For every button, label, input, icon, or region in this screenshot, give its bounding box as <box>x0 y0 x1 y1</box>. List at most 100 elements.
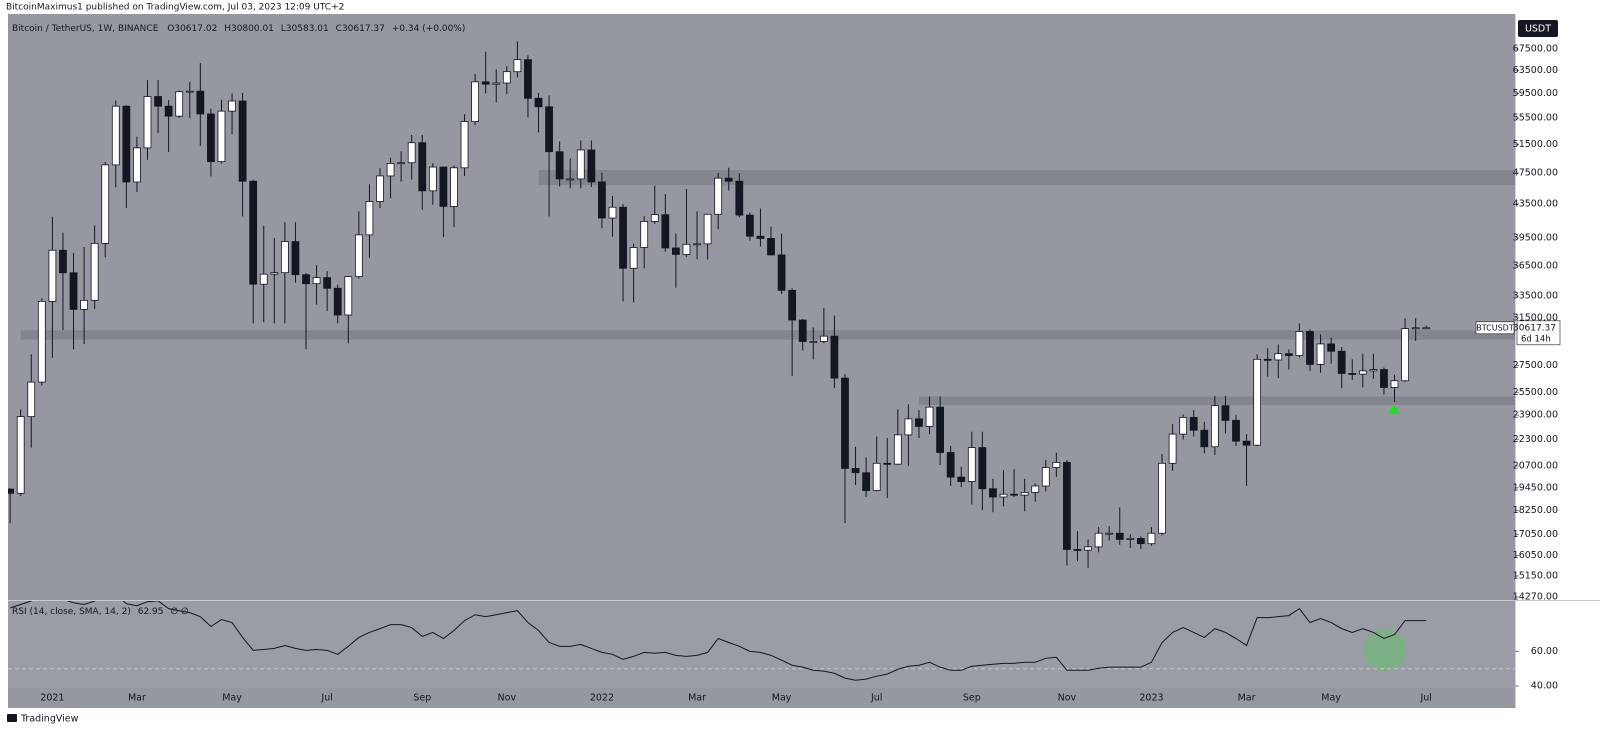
candle-down <box>946 452 955 478</box>
candle-up <box>217 110 226 163</box>
candle-down <box>69 272 78 310</box>
y-tick-label: 22300.00 <box>1513 434 1558 445</box>
candle-up <box>650 214 659 222</box>
candle-down <box>1348 373 1357 375</box>
candle-up <box>513 59 522 73</box>
candle-up <box>925 406 934 427</box>
candle-down <box>1263 358 1272 361</box>
candle-up <box>714 177 723 215</box>
candle-up <box>1168 433 1177 464</box>
legend-key: C <box>336 24 342 34</box>
legend-change: +0.34 (+0.00%) <box>392 24 466 34</box>
candle-down <box>481 81 490 85</box>
candle-down <box>1073 549 1082 551</box>
rsi-value: 62.95 <box>138 607 164 617</box>
candle-down <box>238 100 247 182</box>
candle-down <box>1200 429 1209 448</box>
symbol-tag <box>1475 321 1515 335</box>
candle-up <box>48 249 57 302</box>
zone <box>918 396 1515 405</box>
candle-up <box>1316 343 1325 365</box>
y-tick-label: 17050.00 <box>1513 529 1558 540</box>
candle-up <box>502 71 511 84</box>
candle-up <box>376 175 384 202</box>
candle-up <box>471 81 479 122</box>
candle-up <box>566 178 575 181</box>
green-arrow <box>1388 404 1400 414</box>
candle-down <box>302 274 310 285</box>
candle-up <box>1020 491 1029 496</box>
candle-up <box>111 105 120 166</box>
candle-up <box>228 100 236 112</box>
footer-logo: TradingView <box>7 714 79 725</box>
y-tick-label: 60.00 <box>1531 646 1558 657</box>
candle-down <box>545 106 553 153</box>
candle-down <box>830 335 839 379</box>
candle-down <box>587 149 596 183</box>
candle-down <box>122 105 131 183</box>
x-tick-label: Mar <box>128 693 146 704</box>
candle-up <box>703 213 712 245</box>
x-tick-label: Mar <box>1238 693 1256 704</box>
price-tag <box>1516 320 1561 346</box>
candle-up <box>682 243 691 255</box>
candle-up <box>185 90 194 93</box>
candle-up <box>1295 331 1304 356</box>
rsi-extra: ∅ ∅ <box>170 607 189 617</box>
y-tick-label: 25500.00 <box>1513 387 1558 398</box>
currency-badge <box>1518 20 1558 37</box>
candle-down <box>524 59 532 99</box>
candle-up <box>37 300 46 383</box>
candle-up <box>90 242 99 301</box>
candle-down <box>1232 419 1240 442</box>
x-tick-label: Mar <box>688 693 706 704</box>
candle-down <box>745 214 754 237</box>
candle-down <box>164 105 173 117</box>
price-tag-label: 30617.37 <box>1513 323 1556 333</box>
legend-value: 30617.02 <box>174 24 217 34</box>
candle-down <box>841 377 849 469</box>
legend-value: 30800.01 <box>231 24 274 34</box>
candle-down <box>767 238 775 256</box>
candle-down <box>735 180 744 216</box>
candle-up <box>450 167 458 207</box>
candle-down <box>154 96 162 107</box>
legend-key: H <box>224 24 231 34</box>
y-tick-label: 40.00 <box>1531 681 1558 692</box>
legend-key: L <box>281 24 286 34</box>
y-tick-label: 36500.00 <box>1513 260 1558 271</box>
symbol-legend: Bitcoin / TetherUS, 1W, BINANCE O30617.0… <box>12 24 465 34</box>
candle-up <box>1179 416 1188 435</box>
x-tick-label: Nov <box>1058 693 1077 704</box>
candle-down <box>323 277 332 289</box>
candle-up <box>428 166 437 192</box>
candle-up <box>967 447 976 482</box>
candle-down <box>196 90 205 115</box>
candle-up <box>893 434 902 465</box>
legend-value: 30617.37 <box>342 24 385 34</box>
candle-up <box>904 418 913 436</box>
candle-down <box>798 319 807 342</box>
y-tick-label: 20700.00 <box>1513 460 1558 471</box>
candle-down <box>1189 416 1198 431</box>
y-tick-label: 33500.00 <box>1513 291 1558 302</box>
x-tick-label: Sep <box>413 693 431 704</box>
candle-down <box>1284 353 1293 356</box>
candle-up <box>344 276 353 316</box>
y-tick-label: 63500.00 <box>1513 65 1558 76</box>
y-tick-label: 15150.00 <box>1513 570 1558 581</box>
candle-up <box>143 96 152 149</box>
candle-down <box>862 472 871 491</box>
candle-down <box>333 287 342 316</box>
candle-up <box>354 234 363 278</box>
candle-up <box>1401 328 1409 382</box>
candle-up <box>1084 546 1092 551</box>
candle-up <box>1126 538 1135 540</box>
candle-up <box>1274 353 1283 361</box>
candle-down <box>883 462 892 465</box>
candles <box>8 41 1515 568</box>
x-tick-label: Jul <box>320 693 332 704</box>
candle-down <box>777 254 786 291</box>
candle-up <box>312 277 321 285</box>
